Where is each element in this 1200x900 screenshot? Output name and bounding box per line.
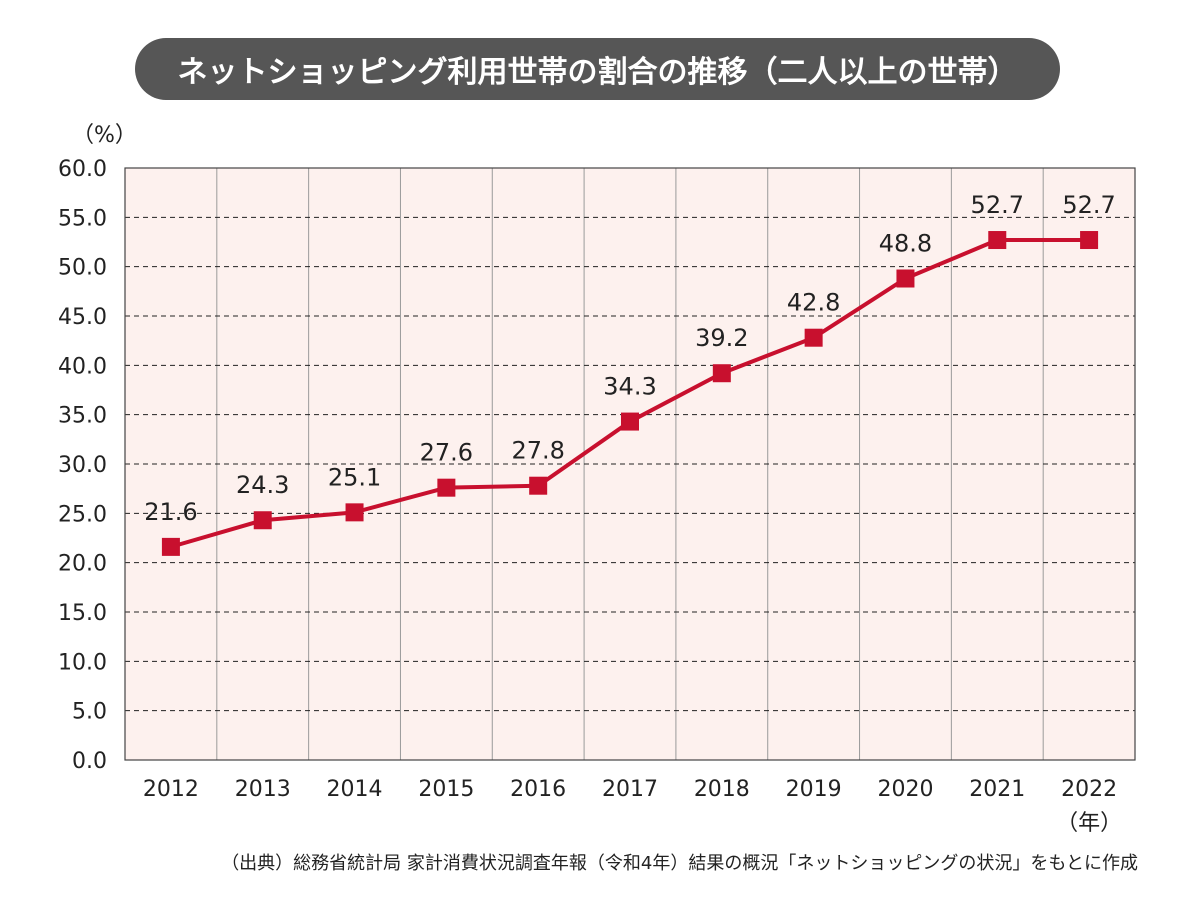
y-tick-label: 30.0	[58, 453, 107, 478]
data-point	[804, 328, 823, 347]
data-point	[712, 364, 731, 383]
y-tick-label: 25.0	[58, 502, 107, 527]
data-point	[529, 476, 548, 495]
data-label: 52.7	[1062, 191, 1115, 219]
y-tick-label: 5.0	[72, 700, 107, 725]
y-tick-label: 20.0	[58, 552, 107, 577]
x-tick-label: 2015	[418, 777, 474, 802]
data-label: 34.3	[603, 373, 656, 401]
data-point	[161, 537, 180, 556]
y-tick-label: 50.0	[58, 256, 107, 281]
x-tick-label: 2014	[327, 777, 383, 802]
x-tick-label: 2018	[694, 777, 750, 802]
data-label: 25.1	[328, 463, 381, 491]
data-label: 21.6	[144, 498, 197, 526]
data-point	[621, 412, 639, 431]
data-label: 42.8	[787, 289, 840, 317]
data-label: 48.8	[879, 230, 932, 258]
data-point	[437, 478, 456, 497]
x-tick-label: 2016	[510, 777, 566, 802]
data-point	[1080, 231, 1099, 250]
chart-title: ネットショッピング利用世帯の割合の推移（二人以上の世帯）	[135, 38, 1060, 100]
data-label: 52.7	[971, 191, 1024, 219]
y-tick-label: 0.0	[72, 749, 107, 774]
y-tick-label: 10.0	[58, 650, 107, 675]
y-tick-label: 60.0	[58, 157, 107, 182]
data-label: 27.6	[420, 439, 473, 467]
data-point	[345, 503, 364, 522]
x-axis-unit: （年）	[1056, 811, 1122, 836]
source-note: （出典）総務省統計局 家計消費状況調査年報（令和4年）結果の概況「ネットショッピ…	[221, 853, 1138, 874]
y-tick-label: 55.0	[58, 206, 107, 231]
data-point	[988, 231, 1007, 250]
x-tick-label: 2019	[786, 777, 842, 802]
y-tick-label: 40.0	[58, 354, 107, 379]
x-tick-label: 2017	[602, 777, 658, 802]
x-tick-label: 2022	[1061, 777, 1117, 802]
x-tick-label: 2012	[143, 777, 199, 802]
data-point	[253, 511, 272, 530]
y-tick-label: 35.0	[58, 404, 107, 429]
plot-frame	[124, 167, 1136, 761]
y-axis-unit: （%）	[72, 123, 137, 148]
data-label: 24.3	[236, 471, 289, 499]
y-tick-label: 15.0	[58, 601, 107, 626]
data-label: 39.2	[695, 324, 748, 352]
x-tick-label: 2021	[969, 777, 1025, 802]
x-tick-label: 2020	[877, 777, 933, 802]
x-tick-label: 2013	[235, 777, 291, 802]
data-point	[896, 269, 915, 288]
data-label: 27.8	[511, 437, 564, 465]
y-tick-label: 45.0	[58, 305, 107, 330]
